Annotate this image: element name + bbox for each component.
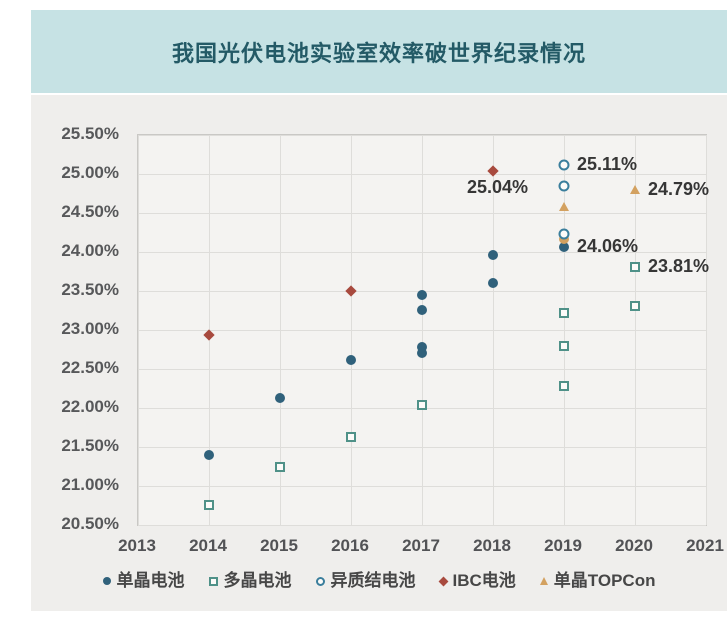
poly-data-point xyxy=(275,461,285,472)
gridline-vertical xyxy=(280,135,281,525)
topcon-value-label: 24.79% xyxy=(648,179,710,200)
mono-data-point xyxy=(417,342,427,353)
gridline-vertical xyxy=(138,135,139,525)
hjt-value-label: 25.11% xyxy=(577,154,638,175)
poly-marker-icon xyxy=(208,576,218,586)
y-tick-label: 25.50% xyxy=(61,124,119,143)
gridline-vertical xyxy=(635,135,636,525)
x-tick-label: 2017 xyxy=(402,536,440,555)
y-tick-label: 20.50% xyxy=(61,514,119,533)
legend-label: IBC电池 xyxy=(452,571,516,590)
x-tick-label: 2013 xyxy=(118,536,156,555)
mono-data-point xyxy=(204,449,214,460)
ibc-marker-icon xyxy=(438,576,448,586)
mono-data-point xyxy=(559,242,569,253)
mono-value-label: 24.06% xyxy=(577,236,639,257)
poly-data-point xyxy=(204,499,214,510)
topcon-marker-icon xyxy=(539,577,548,585)
y-tick-label: 22.50% xyxy=(61,358,119,377)
poly-data-point xyxy=(559,381,569,392)
legend-item-ibc: IBC电池 xyxy=(438,571,516,591)
gridline-vertical xyxy=(564,135,565,525)
hjt-data-point xyxy=(558,180,570,192)
y-tick-label: 21.50% xyxy=(61,436,119,455)
mono-data-point xyxy=(488,250,498,261)
ibc-data-point xyxy=(345,285,357,297)
poly-data-point xyxy=(417,399,427,410)
legend-label: 单晶TOPCon xyxy=(553,571,656,590)
mono-data-point xyxy=(417,289,427,300)
legend: 单晶电池 多晶电池 异质结电池 IBC电池 单晶TOPCon xyxy=(31,571,727,591)
x-tick-label: 2020 xyxy=(615,536,653,555)
legend-item-poly: 多晶电池 xyxy=(208,571,292,591)
chart-title: 我国光伏电池实验室效率破世界纪录情况 xyxy=(171,40,586,66)
gridline-vertical xyxy=(351,135,352,525)
poly-data-point xyxy=(559,307,569,318)
x-tick-label: 2016 xyxy=(331,536,369,555)
ibc-value-label: 25.04% xyxy=(467,176,529,197)
poly-value-label: 23.81% xyxy=(648,255,710,276)
hjt-data-point xyxy=(558,228,570,240)
gridline-vertical xyxy=(706,135,707,525)
mono-data-point xyxy=(346,355,356,366)
legend-item-hjt: 异质结电池 xyxy=(315,571,416,591)
x-tick-label: 2021 xyxy=(686,536,724,555)
legend-label: 异质结电池 xyxy=(330,571,416,590)
y-tick-label: 24.00% xyxy=(61,241,119,260)
gridline-vertical xyxy=(422,135,423,525)
legend-label: 单晶电池 xyxy=(116,571,185,590)
legend-item-mono: 单晶电池 xyxy=(102,571,185,591)
y-tick-label: 23.00% xyxy=(61,319,119,338)
y-tick-label: 25.00% xyxy=(61,163,119,182)
poly-data-point xyxy=(630,300,640,311)
legend-item-topcon: 单晶TOPCon xyxy=(539,571,656,591)
gridline-horizontal xyxy=(138,525,706,526)
topcon-data-point xyxy=(630,185,640,195)
y-tick-label: 22.00% xyxy=(61,397,119,416)
y-tick-label: 24.50% xyxy=(61,202,119,221)
mono-data-point xyxy=(275,392,285,403)
poly-data-point xyxy=(630,261,640,272)
y-tick-label: 21.00% xyxy=(61,475,119,494)
plot-area: 24.06% 23.81% 25.11% 25.04% 24.79% xyxy=(137,134,710,526)
topcon-data-point xyxy=(559,201,569,211)
mono-data-point xyxy=(417,304,427,315)
y-tick-label: 23.50% xyxy=(61,280,119,299)
x-tick-label: 2015 xyxy=(260,536,298,555)
title-banner: 我国光伏电池实验室效率破世界纪录情况 xyxy=(31,10,727,93)
mono-marker-icon xyxy=(102,577,111,585)
x-tick-label: 2014 xyxy=(189,536,227,555)
hjt-marker-icon xyxy=(315,576,325,586)
x-tick-label: 2018 xyxy=(473,536,511,555)
mono-data-point xyxy=(417,347,427,358)
poly-data-point xyxy=(559,340,569,351)
x-tick-label: 2019 xyxy=(544,536,582,555)
gridline-vertical xyxy=(493,135,494,525)
hjt-data-point xyxy=(558,159,570,171)
mono-data-point xyxy=(488,278,498,289)
poly-data-point xyxy=(346,431,356,442)
legend-label: 多晶电池 xyxy=(223,571,292,590)
chart-panel: 24.06% 23.81% 25.11% 25.04% 24.79% 25.50% 25.… xyxy=(31,95,727,611)
